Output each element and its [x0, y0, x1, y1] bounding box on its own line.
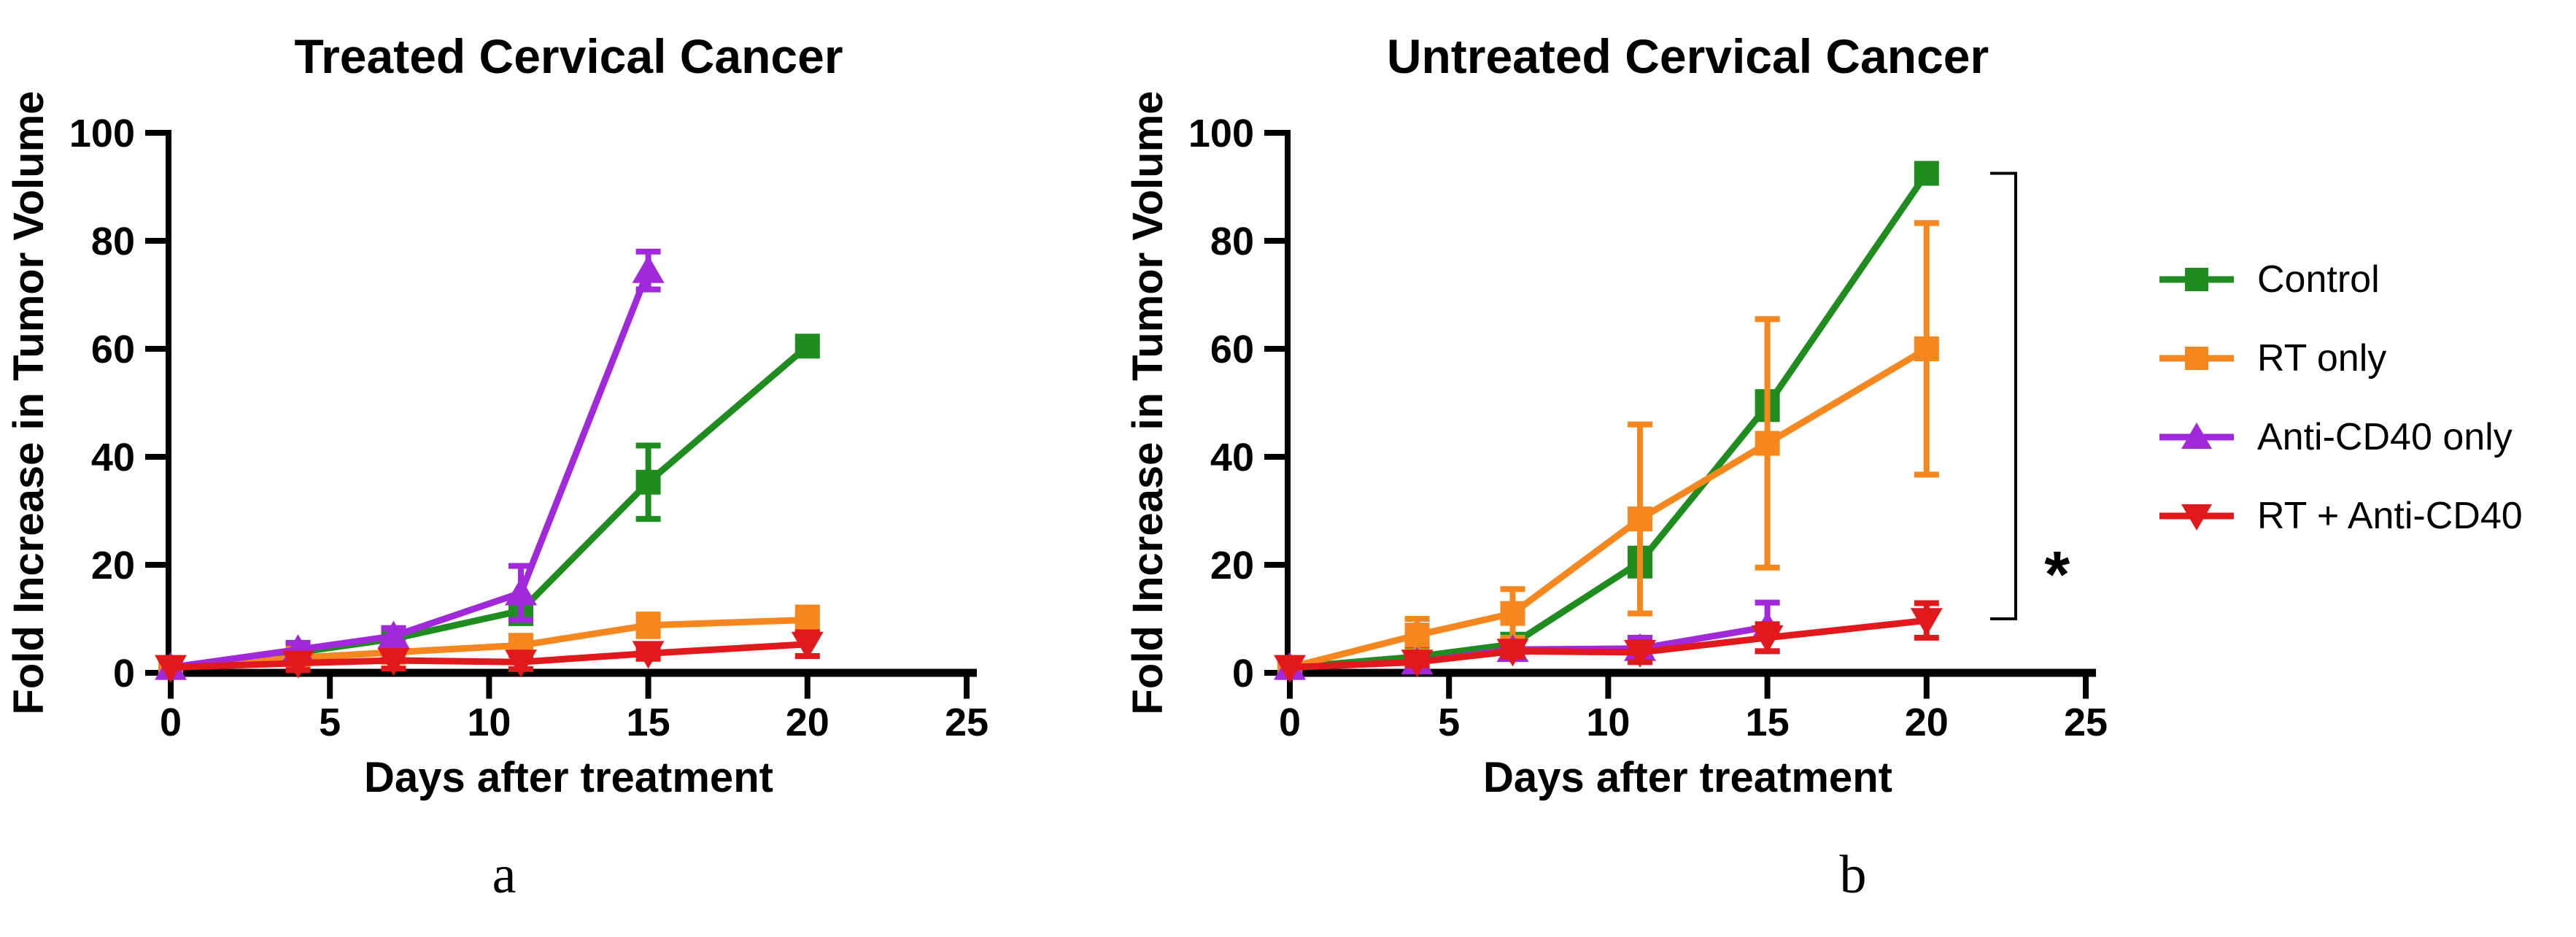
panel-title: Treated Cervical Cancer	[294, 29, 843, 83]
rt-anti-cd40-legend-marker	[2181, 504, 2212, 531]
control-marker	[1914, 161, 1939, 186]
y-tick-label: 100	[1188, 112, 1254, 155]
x-tick-label: 20	[786, 701, 829, 744]
x-tick-label: 5	[1438, 701, 1460, 744]
rt-anti-cd40-marker	[505, 649, 538, 678]
anti-cd40-only-marker-icon	[2159, 423, 2234, 449]
x-tick-label: 15	[627, 701, 670, 744]
y-tick-label: 80	[1210, 220, 1254, 263]
rt-only-marker-icon	[2159, 347, 2234, 370]
series-line	[1288, 346, 1929, 671]
panel-letter-b: b	[1839, 845, 1867, 905]
legend-item-control: Control	[2157, 260, 2523, 299]
rt-anti-cd40-marker	[1751, 625, 1784, 653]
x-axis-label: Days after treatment	[1483, 754, 1892, 801]
panel-a-chart: Treated Cervical Cancer 0 5 10 15 20 25 0 20 40 60…	[5, 29, 989, 801]
control-marker	[635, 469, 661, 495]
x-axis-label: Days after treatment	[364, 754, 773, 801]
series-control	[158, 333, 820, 680]
panel-title: Untreated Cervical Cancer	[1387, 29, 1989, 83]
control-marker	[794, 333, 820, 359]
series-anti-cd40-only	[1274, 599, 1784, 680]
rt-anti-cd40-marker	[632, 641, 665, 669]
control-legend-marker	[2185, 268, 2208, 291]
x-tick-label: 15	[1746, 701, 1790, 744]
rt-only-marker	[1500, 601, 1525, 626]
y-tick-label: 60	[1210, 328, 1254, 371]
y-tick-label: 60	[91, 328, 135, 371]
panel-b-chart: Untreated Cervical Cancer 0 5 10 15 20 25 0 20 40…	[1124, 29, 2108, 801]
rt-anti-cd40-marker	[282, 650, 314, 679]
legend-item-rt-plus-anti-cd40: RT + Anti-CD40	[2157, 496, 2523, 536]
series-rt-anti-cd40	[155, 629, 824, 683]
rt-anti-cd40-marker	[1910, 608, 1943, 636]
x-tick-label: 0	[1279, 701, 1301, 744]
series-rt-only	[1277, 220, 1939, 680]
significance-asterisk: *	[2044, 539, 2070, 612]
x-tick-label: 5	[319, 701, 341, 744]
panel-letter-a: a	[492, 845, 517, 905]
rt-only-marker	[1404, 622, 1430, 648]
rt-anti-cd40-marker	[1401, 649, 1434, 678]
legend-item-anti-cd40-only: Anti-CD40 only	[2157, 417, 2523, 457]
y-tick-label: 100	[69, 112, 135, 155]
rt-anti-cd40-marker	[1274, 655, 1306, 683]
x-tick-label: 10	[467, 701, 511, 744]
legend: Control RT only Anti-CD40 only RT + Anti…	[2157, 260, 2523, 575]
y-axis-label: Fold Increase in Tumor Volume	[5, 90, 53, 714]
rt-only-marker	[1628, 506, 1653, 532]
series-line	[170, 269, 651, 671]
control-marker-icon	[2159, 268, 2234, 291]
y-tick-label: 40	[91, 436, 135, 479]
series-line	[1289, 617, 1927, 671]
y-tick-label: 40	[1210, 436, 1254, 479]
x-tick-label: 20	[1905, 701, 1949, 744]
x-tick-label: 10	[1586, 701, 1630, 744]
significance-bracket: *	[1990, 171, 2070, 620]
rt-only-marker	[635, 612, 661, 638]
anti-cd40-only-marker	[505, 577, 538, 606]
rt-only-marker	[794, 607, 820, 633]
legend-label: RT only	[2257, 337, 2387, 379]
legend-label: RT + Anti-CD40	[2257, 495, 2523, 537]
series-rt-anti-cd40	[1274, 600, 1943, 683]
series-line	[1289, 171, 1930, 671]
rt-anti-cd40-marker	[1624, 639, 1657, 668]
y-tick-label: 0	[1232, 652, 1254, 695]
rt-anti-cd40-marker	[377, 647, 410, 676]
rt-anti-cd40-marker	[791, 631, 824, 660]
anti-cd40-only-marker	[632, 255, 665, 283]
y-axis-label: Fold Increase in Tumor Volume	[1124, 90, 1172, 714]
x-tick-label: 0	[160, 701, 182, 744]
legend-item-rt-only: RT only	[2157, 339, 2523, 378]
rt-only-legend-marker	[2185, 347, 2208, 370]
rt-only-marker	[1914, 336, 1939, 361]
y-tick-label: 80	[91, 220, 135, 263]
series-line	[170, 343, 810, 671]
anti-cd40-only-legend-marker	[2181, 423, 2212, 449]
rt-anti-cd40-marker	[1496, 639, 1529, 667]
x-tick-label: 25	[945, 701, 989, 744]
legend-label: Anti-CD40 only	[2257, 416, 2513, 458]
anti-cd40-only-marker	[377, 620, 410, 649]
series-line	[170, 641, 808, 671]
rt-plus-anti-cd40-marker-icon	[2159, 504, 2234, 531]
y-tick-label: 20	[1210, 544, 1254, 587]
series-line	[170, 616, 808, 671]
series-control	[1277, 161, 1939, 680]
series-anti-cd40-only	[155, 248, 665, 680]
y-tick-label: 20	[91, 544, 135, 587]
legend-label: Control	[2257, 258, 2380, 301]
rt-anti-cd40-marker	[155, 655, 187, 683]
x-tick-label: 25	[2064, 701, 2108, 744]
y-tick-label: 0	[113, 652, 135, 695]
rt-only-marker	[1755, 431, 1780, 456]
